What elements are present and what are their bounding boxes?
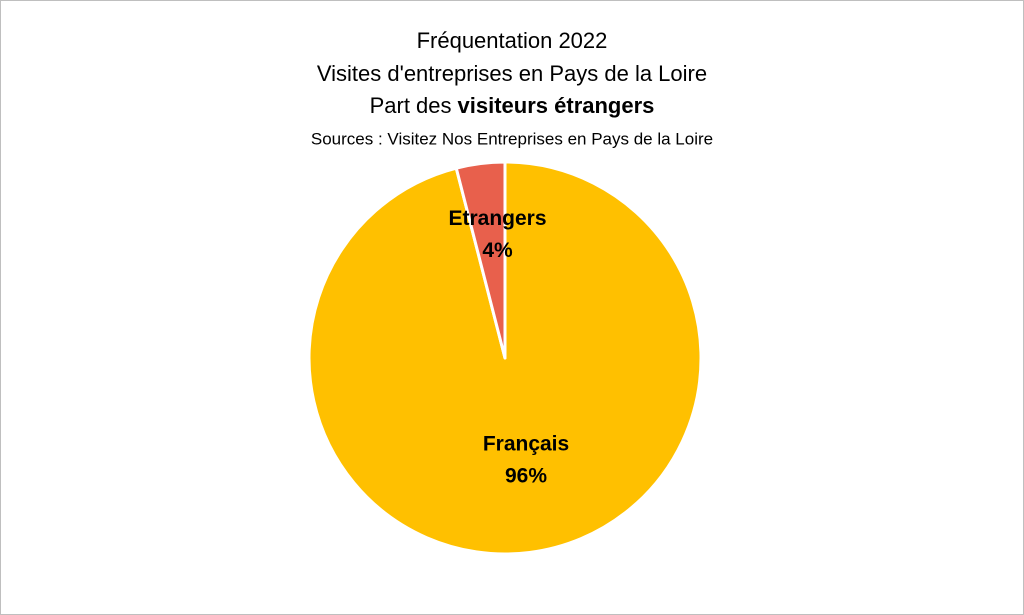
title-text: Part des (370, 93, 452, 118)
chart-title-line: Fréquentation 2022 (417, 28, 608, 53)
chart-title-line: Part des visiteurs étrangers (370, 93, 655, 118)
slice-value-label: 96% (505, 465, 547, 488)
slice-category-label: Etrangers (449, 207, 547, 230)
chart-title-line: Visites d'entreprises en Pays de la Loir… (317, 61, 707, 86)
slice-category-label: Français (483, 433, 569, 456)
slice-value-label: 4% (482, 239, 513, 262)
title-bold-text: visiteurs étrangers (458, 93, 655, 118)
pie-slice (454, 160, 507, 360)
chart-subtitle: Sources : Visitez Nos Entreprises en Pay… (311, 129, 713, 148)
